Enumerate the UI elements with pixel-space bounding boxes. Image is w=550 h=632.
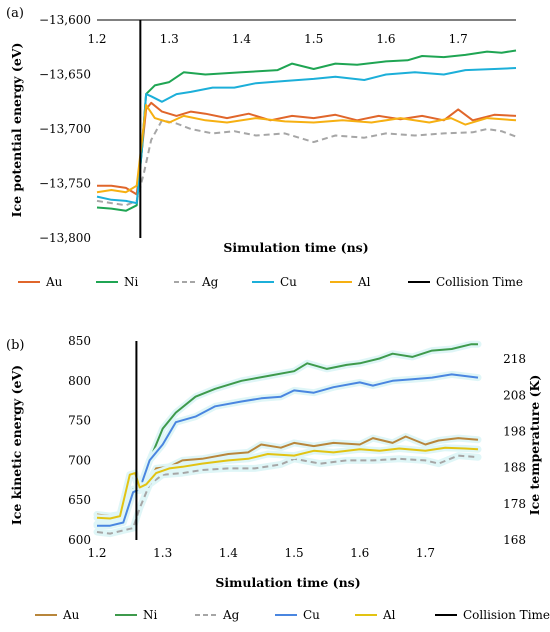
panel-b-label: (b) xyxy=(6,338,24,353)
x-tick-label: 1.3 xyxy=(160,32,179,46)
x-tick-label: 1.5 xyxy=(285,546,304,560)
panel-a: (a) Simulation time (ns) Ice potential e… xyxy=(6,6,517,255)
legend-label-collision: Collision Time xyxy=(436,275,523,289)
y-tick-label: 700 xyxy=(68,453,91,467)
y2-tick-label: 188 xyxy=(503,461,526,475)
panel-a-x-ticks: 1.2 1.3 1.4 1.5 1.6 1.7 xyxy=(87,32,467,46)
x-tick-label: 1.3 xyxy=(153,546,172,560)
y-tick-label: −13,750 xyxy=(39,177,91,191)
panel-a-x-axis-title: Simulation time (ns) xyxy=(223,240,368,255)
x-tick-label: 1.6 xyxy=(350,546,369,560)
series-line-ag xyxy=(96,119,517,207)
x-tick-label: 1.7 xyxy=(416,546,435,560)
panel-a-series-group xyxy=(96,49,517,212)
legend-label-ag: Ag xyxy=(222,608,240,622)
series-line-au xyxy=(97,101,517,196)
y-tick-label: 800 xyxy=(68,374,91,388)
y2-tick-label: 178 xyxy=(503,497,526,511)
legend-label-cu: Cu xyxy=(303,608,320,622)
y2-tick-label: 208 xyxy=(503,388,526,402)
panel-a-y-axis-title: Ice potential energy (eV) xyxy=(9,43,24,218)
x-tick-label: 1.4 xyxy=(219,546,238,560)
x-tick-label: 1.5 xyxy=(304,32,323,46)
panel-b-y2-axis-title: Ice temperature (K) xyxy=(527,375,542,516)
y2-tick-label: 168 xyxy=(503,533,526,547)
legend-label-collision: Collision Time xyxy=(463,608,550,622)
panel-b-y-ticks: 850 800 750 700 650 600 xyxy=(68,334,91,547)
y-tick-label: 600 xyxy=(68,533,91,547)
y-tick-label: −13,600 xyxy=(39,13,91,27)
panel-b-series-group xyxy=(93,340,482,538)
y-tick-label: 850 xyxy=(68,334,91,348)
panel-b-legend: Au Ni Ag Cu Al Collision Time xyxy=(35,608,550,622)
series-line-al xyxy=(96,104,517,194)
series-line-ni xyxy=(96,49,517,212)
legend-label-al: Al xyxy=(382,608,396,622)
legend-label-ni: Ni xyxy=(143,608,158,622)
panel-b-y2-ticks: 218 208 198 188 178 168 xyxy=(503,352,526,547)
legend-label-ni: Ni xyxy=(124,275,139,289)
y-tick-label: −13,800 xyxy=(39,231,91,245)
panel-b-x-axis-title: Simulation time (ns) xyxy=(215,575,360,590)
panel-a-label: (a) xyxy=(6,6,24,21)
series-line-cu xyxy=(96,67,517,205)
y-tick-label: −13,700 xyxy=(39,122,91,136)
y2-tick-label: 198 xyxy=(503,424,526,438)
x-tick-label: 1.4 xyxy=(232,32,251,46)
legend-label-cu: Cu xyxy=(280,275,297,289)
y-tick-label: 750 xyxy=(68,414,91,428)
x-tick-label: 1.2 xyxy=(87,546,106,560)
x-tick-label: 1.7 xyxy=(449,32,468,46)
legend-label-au: Au xyxy=(45,275,63,289)
panel-b-y-axis-title: Ice kinetic energy (eV) xyxy=(9,365,24,525)
panel-b: (b) Simulation time (ns) Ice kinetic ene… xyxy=(6,334,542,590)
legend-label-al: Al xyxy=(357,275,371,289)
legend-label-au: Au xyxy=(62,608,80,622)
y-tick-label: 650 xyxy=(68,493,91,507)
y-tick-label: −13,650 xyxy=(39,68,91,82)
panel-b-x-ticks: 1.2 1.3 1.4 1.5 1.6 1.7 xyxy=(87,546,435,560)
y2-tick-label: 218 xyxy=(503,352,526,366)
legend-label-ag: Ag xyxy=(201,275,219,289)
series-glow-ni xyxy=(93,340,482,528)
x-tick-label: 1.2 xyxy=(87,32,106,46)
panel-a-legend: Au Ni Ag Cu Al Collision Time xyxy=(18,275,523,289)
series-line-al xyxy=(96,446,479,520)
panel-a-y-ticks: −13,600 −13,650 −13,700 −13,750 −13,800 xyxy=(39,13,91,245)
x-tick-label: 1.6 xyxy=(376,32,395,46)
series-line-ag xyxy=(96,454,479,535)
